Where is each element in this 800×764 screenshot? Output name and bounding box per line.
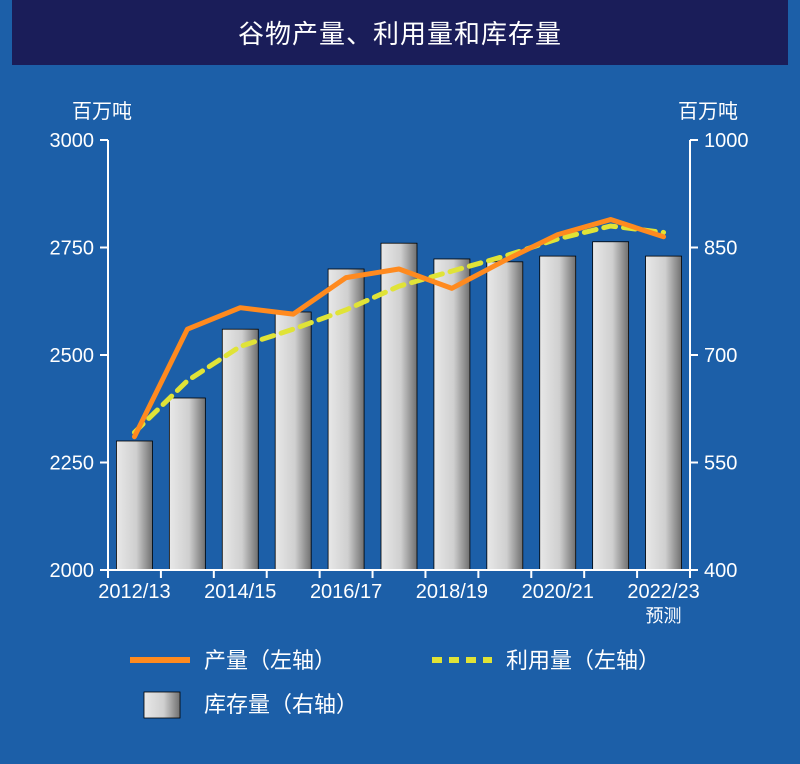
stock-bar [328,269,364,570]
right-axis-unit: 百万吨 [678,100,738,123]
left-tick: 2750 [50,238,95,260]
x-tick-label: 2016/17 [310,581,382,603]
right-tick: 1000 [704,130,749,152]
chart-title: 谷物产量、利用量和库存量 [12,0,788,65]
forecast-label: 预测 [646,606,682,626]
stock-bar [487,262,523,570]
stock-bar [540,256,576,570]
stock-bar [275,312,311,570]
left-tick: 2250 [50,453,95,475]
right-tick: 700 [704,345,737,367]
legend-stock-label: 库存量（右轴） [204,692,358,717]
x-tick-label: 2014/15 [204,581,276,603]
stock-bar [434,259,470,570]
right-tick: 400 [704,560,737,582]
legend-production-label: 产量（左轴） [204,648,336,673]
x-tick-label: 2018/19 [416,581,488,603]
stock-bar [646,256,682,570]
left-tick: 3000 [50,130,95,152]
x-tick-label: 2020/21 [522,581,594,603]
stock-bar [116,441,152,570]
stock-bar [169,398,205,570]
left-tick: 2500 [50,345,95,367]
left-tick: 2000 [50,560,95,582]
x-tick-label: 2012/13 [98,581,170,603]
stock-bar [222,329,258,570]
chart-area: 百万吨 百万吨 2000 2250 2500 2750 3000 400 550 700 850 10… [12,65,788,755]
stock-bar [593,242,629,570]
left-axis-unit: 百万吨 [72,100,132,123]
right-tick: 550 [704,453,737,475]
legend-stock-swatch [144,692,180,718]
legend-utilization-label: 利用量（左轴） [506,648,660,673]
right-tick: 850 [704,238,737,260]
x-tick-label: 2022/23 [627,581,699,603]
